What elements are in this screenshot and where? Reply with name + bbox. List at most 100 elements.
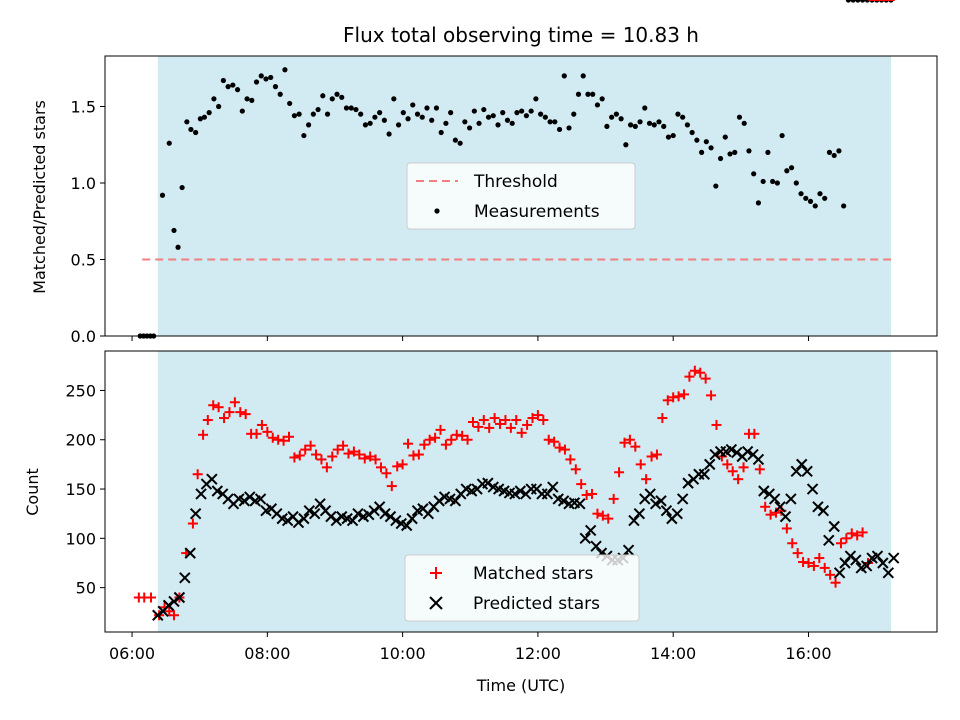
matched-star-point xyxy=(478,415,489,426)
matched-star-point xyxy=(316,454,327,465)
matched-star-point xyxy=(825,569,836,580)
matched-star-point xyxy=(727,466,738,477)
matched-star-point xyxy=(587,488,598,499)
matched-star-point xyxy=(397,459,408,470)
matched-star-point xyxy=(435,424,446,435)
y-tick-label: 200 xyxy=(65,431,96,450)
measurement-point xyxy=(556,126,563,133)
matched-star-point xyxy=(614,467,625,478)
predicted-star-point xyxy=(877,557,889,569)
predicted-star-point xyxy=(179,572,191,584)
matched-star-point xyxy=(446,434,457,445)
measurement-point xyxy=(836,148,842,154)
measurement-point xyxy=(784,168,790,174)
measurement-point xyxy=(452,137,458,143)
matched-star-point xyxy=(467,416,478,427)
predicted-star-point xyxy=(731,446,743,459)
measurement-point xyxy=(613,111,619,117)
measurement-point xyxy=(779,132,785,139)
measurement-point xyxy=(310,111,316,117)
matched-star-point xyxy=(765,509,776,520)
measurement-point xyxy=(637,119,643,125)
predicted-star-point xyxy=(709,448,721,461)
matched-star-point xyxy=(641,474,652,485)
predicted-stars-legend-label: Predicted stars xyxy=(473,594,600,614)
measurement-point xyxy=(268,74,274,81)
count-legend-box xyxy=(404,554,640,622)
measurement-point xyxy=(855,0,861,3)
measurement-point xyxy=(410,102,416,108)
measurement-point xyxy=(391,96,397,102)
matched-star-point xyxy=(700,373,711,384)
predicted-star-point xyxy=(758,485,770,497)
matched-star-point xyxy=(457,430,468,441)
measurement-point xyxy=(765,149,771,155)
measurements-legend-label: Measurements xyxy=(474,202,600,222)
measurement-point xyxy=(462,119,468,125)
matched-star-point xyxy=(760,501,771,512)
y-tick-label: 250 xyxy=(65,381,96,400)
measurement-point xyxy=(732,149,738,155)
measurement-point xyxy=(395,122,402,128)
measurement-point xyxy=(234,87,241,93)
measurement-point xyxy=(324,111,331,117)
measurement-point xyxy=(348,105,354,111)
measurement-point xyxy=(807,198,814,204)
matched-star-point xyxy=(256,419,267,430)
predicted-star-point xyxy=(541,488,554,500)
axes-frame xyxy=(104,55,938,337)
matched-star-point xyxy=(365,451,376,462)
measurement-point xyxy=(538,111,544,117)
predicted-star-point xyxy=(671,507,683,520)
measurement-point xyxy=(561,73,567,79)
measurement-point xyxy=(547,119,553,125)
measurement-point xyxy=(253,79,260,85)
predicted-star-point xyxy=(790,465,803,477)
measurement-point xyxy=(315,106,321,113)
matched-star-point xyxy=(565,454,576,465)
predicted-star-point xyxy=(682,477,694,489)
predicted-star-point xyxy=(390,514,402,527)
matched-star-point xyxy=(505,422,516,433)
matched-star-point xyxy=(354,449,365,460)
measurement-point xyxy=(859,0,866,3)
predicted-star-point xyxy=(368,505,380,517)
predicted-star-point xyxy=(330,514,343,527)
measurement-point xyxy=(642,105,648,111)
y-tick-label: 150 xyxy=(65,480,96,499)
y-tick-label: 100 xyxy=(65,529,96,548)
measurement-point xyxy=(372,114,378,120)
measurement-point xyxy=(604,123,610,129)
measurement-point xyxy=(175,244,181,250)
measurement-point xyxy=(301,132,307,139)
predicted-star-point xyxy=(557,495,570,507)
predicted-star-point xyxy=(292,516,305,529)
predicted-starsseries xyxy=(152,443,900,621)
measurement-point xyxy=(184,119,190,125)
measurement-point xyxy=(500,110,506,116)
predicted-star-point xyxy=(676,493,689,505)
matched-star-point xyxy=(684,371,695,382)
measurement-point xyxy=(419,114,425,120)
matched-star-point xyxy=(343,448,354,459)
predicted-star-point xyxy=(363,508,375,521)
matched-star-point xyxy=(381,468,392,479)
measurement-point xyxy=(594,102,601,108)
matched-star-point xyxy=(500,415,511,426)
matched-star-point xyxy=(413,449,424,460)
matched-star-point xyxy=(814,553,825,564)
measurement-point xyxy=(552,119,558,125)
predicted-star-point xyxy=(584,524,597,537)
measurement-point xyxy=(841,203,847,209)
matched-star-point xyxy=(202,415,213,426)
predicted-star-point xyxy=(806,483,819,495)
matched-star-point xyxy=(570,464,581,475)
count-y-axis-label: Count xyxy=(23,468,42,516)
predicted-star-point xyxy=(189,507,202,520)
predicted-star-point xyxy=(633,507,646,520)
matched-star-point xyxy=(327,451,338,462)
axes-frame xyxy=(104,350,938,633)
predicted-star-point xyxy=(406,512,418,525)
measurements-legend-swatch xyxy=(434,208,440,214)
measurement-point xyxy=(699,149,705,155)
